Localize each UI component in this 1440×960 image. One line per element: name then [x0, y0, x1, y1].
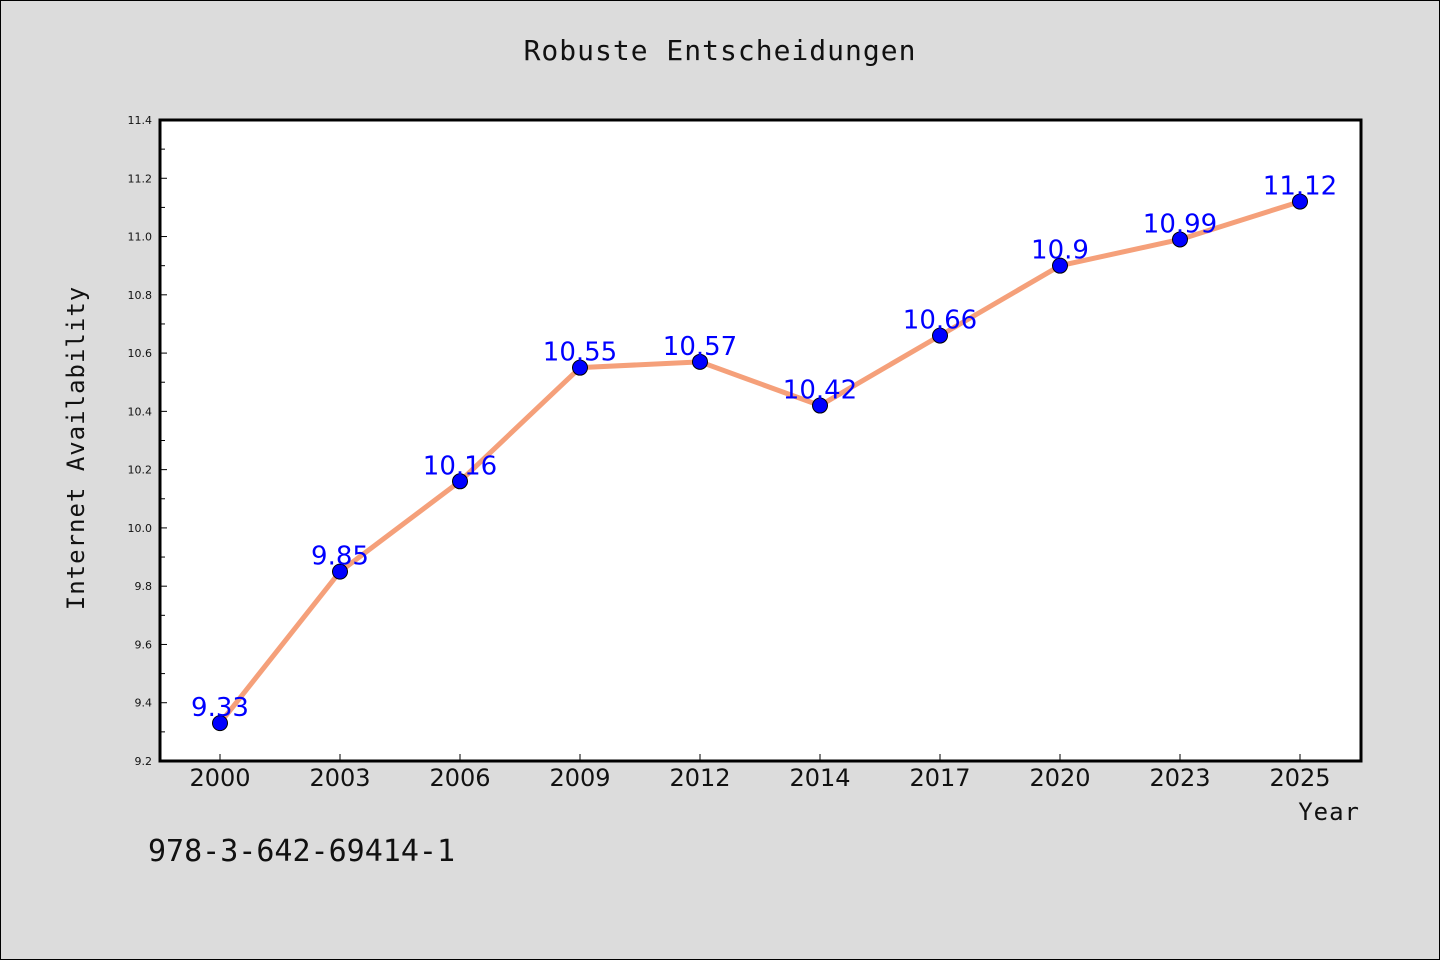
data-label: 10.57 [663, 332, 737, 362]
data-point [692, 353, 708, 370]
y-tick-label: 11.4 [128, 114, 153, 127]
data-point [812, 397, 828, 414]
x-axis-label: Year [1298, 798, 1360, 826]
y-tick-label: 11.0 [128, 231, 153, 244]
y-tick-label: 9.2 [135, 755, 153, 768]
x-tick-label: 2023 [1149, 764, 1210, 792]
chart-title: Robuste Entscheidungen [523, 34, 917, 67]
y-tick-label: 10.0 [128, 522, 153, 535]
x-tick-label: 2003 [309, 764, 370, 792]
y-tick-label: 10.8 [128, 289, 153, 302]
data-label: 10.42 [783, 376, 857, 406]
data-label: 10.99 [1143, 209, 1217, 239]
y-axis-ticks: 9.2 9.4 9.6 9.8 10.0 10.2 10.4 10.6 10.8 11.0 11.2… [128, 114, 167, 768]
y-tick-label: 10.6 [128, 347, 153, 360]
x-tick-label: 2009 [549, 764, 610, 792]
y-tick-label: 11.2 [128, 172, 153, 185]
data-point [1172, 231, 1188, 248]
x-tick-label: 2017 [909, 764, 970, 792]
data-label: 10.55 [543, 338, 617, 368]
y-tick-label: 9.8 [135, 580, 153, 593]
data-labels: 9.33 9.85 10.16 10.55 10.57 10.42 10.66 10.9 10.… [191, 172, 1337, 724]
data-point [212, 715, 228, 732]
data-label: 10.66 [903, 306, 977, 336]
series-layer [212, 193, 1308, 732]
data-point [1052, 257, 1068, 274]
data-point [572, 359, 588, 376]
data-label: 10.9 [1031, 236, 1089, 266]
data-point [452, 473, 468, 490]
x-tick-label: 2020 [1029, 764, 1090, 792]
data-point [332, 563, 348, 580]
data-label: 9.33 [191, 693, 249, 723]
x-tick-label: 2012 [669, 764, 730, 792]
isbn-text: 978-3-642-69414-1 [148, 834, 456, 869]
data-label: 10.16 [423, 451, 497, 481]
series-line [217, 199, 1303, 726]
data-label: 9.85 [311, 542, 369, 572]
data-point [1292, 193, 1308, 210]
x-axis-ticks: 2000 2003 2006 2009 2012 2014 2017 2020 2023 2025 [189, 754, 1331, 792]
x-tick-label: 2014 [789, 764, 850, 792]
plot-area [158, 118, 1363, 763]
x-tick-label: 2025 [1269, 764, 1330, 792]
data-label: 11.12 [1263, 172, 1337, 202]
y-tick-label: 9.6 [135, 638, 153, 651]
x-tick-label: 2006 [429, 764, 490, 792]
y-tick-label: 10.2 [128, 464, 153, 477]
data-point [932, 327, 948, 344]
x-tick-label: 2000 [189, 764, 250, 792]
y-tick-label: 9.4 [135, 697, 153, 710]
y-axis-label: Internet Availability [62, 286, 90, 610]
y-tick-label: 10.4 [128, 405, 153, 418]
